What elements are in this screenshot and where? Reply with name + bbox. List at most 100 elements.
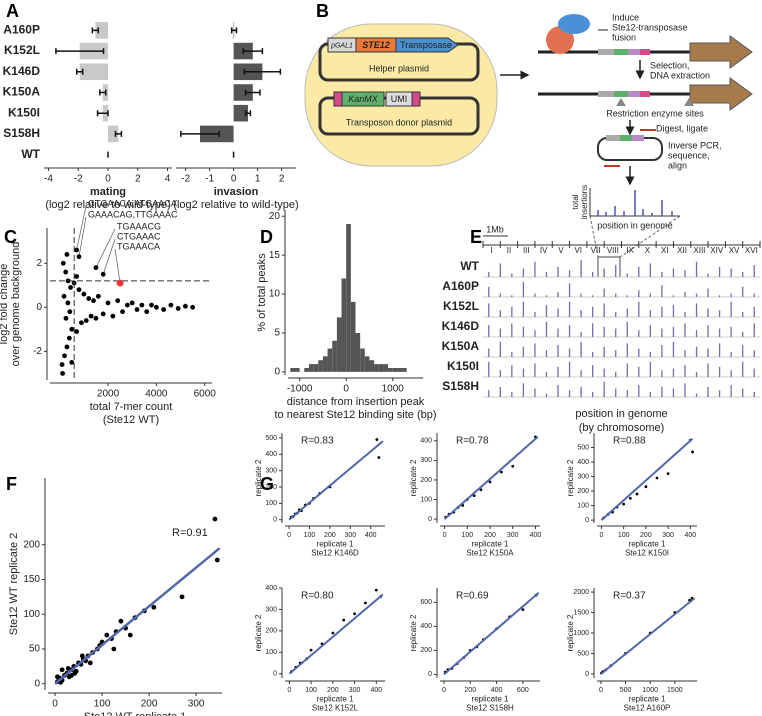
error-bar xyxy=(244,110,252,117)
end-box xyxy=(411,91,421,107)
zoom-box xyxy=(597,256,621,278)
x-axis-sublabel: Ste12 K152L xyxy=(312,704,359,713)
segment xyxy=(614,49,628,55)
point xyxy=(214,557,220,563)
series-label: K146D xyxy=(442,319,480,333)
y-tick-label: 400 xyxy=(265,585,277,592)
bar xyxy=(290,367,295,372)
bar xyxy=(294,367,300,372)
panel-label: F xyxy=(6,474,17,494)
y-tick-label: 300 xyxy=(577,473,589,480)
bar xyxy=(402,367,407,372)
y-tick-label: 200 xyxy=(265,484,277,491)
x-tick-label: -1 xyxy=(205,174,214,185)
x-tick-label: 200 xyxy=(327,687,339,694)
x-axis-label: Ste12 WT replicate 1 xyxy=(84,711,187,716)
point xyxy=(115,298,121,304)
y-tick-label: 1500 xyxy=(573,609,589,616)
x-tick-label: 0 xyxy=(443,532,447,539)
x-axis-sublabel: Ste12 K146D xyxy=(311,549,359,558)
y-tick-label: 100 xyxy=(577,502,589,509)
category-label: K150A xyxy=(3,85,41,99)
label: Restriction enzyme sites xyxy=(606,108,704,118)
x-tick-label: 600 xyxy=(517,687,529,694)
label: total xyxy=(571,194,580,209)
x-tick-label: 1500 xyxy=(667,687,683,694)
segment xyxy=(598,91,614,97)
panel-label: B xyxy=(316,1,329,21)
series-label: A160P xyxy=(442,279,479,293)
point xyxy=(644,485,648,489)
x-axis-sublabel: Ste12 S158H xyxy=(466,704,514,713)
panel-label: D xyxy=(260,227,273,247)
y-tick-label: 500 xyxy=(577,650,589,657)
error-bar xyxy=(75,68,84,75)
x-tick-label: 2000 xyxy=(97,389,120,400)
x-tick-label: -4 xyxy=(44,174,53,185)
point xyxy=(63,315,69,321)
point xyxy=(655,476,659,480)
annotation: R=0.91 xyxy=(172,527,208,539)
point xyxy=(183,303,188,309)
point xyxy=(127,632,133,638)
leader-line xyxy=(102,238,116,275)
leader-line xyxy=(78,216,87,257)
point xyxy=(635,492,639,496)
point xyxy=(111,646,117,652)
point xyxy=(488,480,492,484)
label: sequence, xyxy=(668,150,710,160)
point xyxy=(331,631,335,635)
x-tick-label: -1000 xyxy=(287,384,313,395)
point xyxy=(64,344,70,350)
label: Digest, ligate xyxy=(656,123,708,133)
segment xyxy=(598,49,614,55)
point xyxy=(622,502,626,506)
error-bar xyxy=(91,27,100,34)
panel-label: A xyxy=(6,1,19,21)
point xyxy=(479,488,483,492)
point xyxy=(153,304,159,310)
x-tick-label: 100 xyxy=(618,532,630,539)
y-tick-label: 300 xyxy=(420,457,432,464)
bar xyxy=(108,125,119,143)
x-axis-sublabel: Ste12 K150A xyxy=(466,549,514,558)
point xyxy=(76,287,82,293)
x-tick-label: 500 xyxy=(620,687,632,694)
series-label: K150I xyxy=(447,359,479,373)
point xyxy=(179,594,185,600)
label: Selection, xyxy=(650,60,690,70)
segment xyxy=(620,135,632,141)
protein xyxy=(558,14,590,34)
label: Ste12-transposase xyxy=(612,22,688,32)
point xyxy=(91,298,96,304)
bar xyxy=(397,367,403,372)
y-tick-label: 2 xyxy=(36,258,42,269)
y-tick-label: 600 xyxy=(420,599,432,606)
protein xyxy=(546,26,574,54)
point xyxy=(95,293,101,299)
x-tick-label: 0 xyxy=(287,687,291,694)
y-tick-label: 0 xyxy=(34,678,40,689)
y-tick-label: 500 xyxy=(577,444,589,451)
y-tick-label: 400 xyxy=(420,438,432,445)
x-tick-label: 100 xyxy=(304,532,316,539)
x-axis-label: replicate 1 xyxy=(629,539,666,548)
y-tick-label: 200 xyxy=(23,539,40,550)
label: Helper plasmid xyxy=(369,63,429,73)
bar xyxy=(313,364,319,372)
point xyxy=(118,618,124,624)
y-axis-label: replicate 2 xyxy=(566,614,575,651)
x-tick-label: 1000 xyxy=(382,384,405,395)
point xyxy=(110,313,116,319)
gene-arrow xyxy=(395,37,459,53)
point xyxy=(309,648,313,652)
y-tick-label: 1000 xyxy=(573,630,589,637)
x-axis-sublabel: Ste12 A160P xyxy=(624,704,671,713)
bar xyxy=(233,84,253,101)
chrom-label: XVI xyxy=(745,246,758,255)
point-label: GAAACAG,TTGAAAC xyxy=(88,209,178,219)
y-axis-label: replicate 2 xyxy=(254,614,263,651)
point xyxy=(377,456,381,459)
segment xyxy=(628,91,640,97)
